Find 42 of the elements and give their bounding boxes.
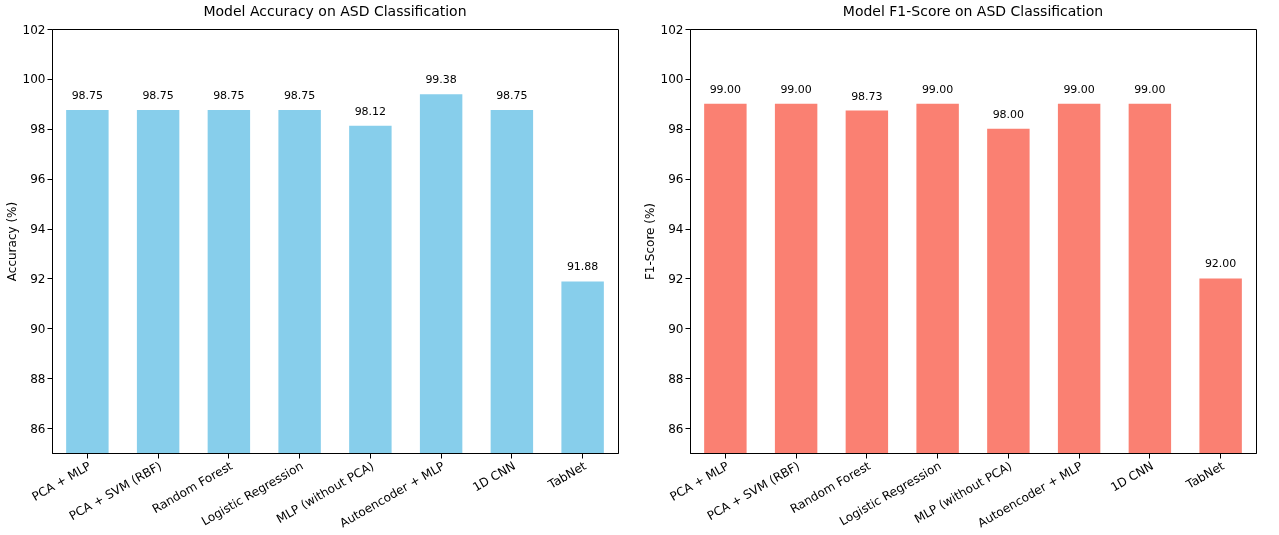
data-label: 98.75 <box>71 89 104 103</box>
y-tick-label: 96 <box>668 172 684 187</box>
data-label: 91.88 <box>566 260 599 274</box>
y-axis-title: F1-Score (%) <box>642 202 657 281</box>
x-tick-label: PCA + MLP <box>29 458 94 504</box>
data-label: 99.00 <box>1134 82 1166 96</box>
data-label: 98.73 <box>851 89 883 103</box>
chart-title: Model F1-Score on ASD Classification <box>842 3 1104 19</box>
x-tick-label: PCA + MLP <box>667 458 732 504</box>
data-label: 99.00 <box>921 82 954 96</box>
data-label: 99.00 <box>1063 82 1095 96</box>
y-tick-label: 88 <box>668 371 684 386</box>
y-tick-label: 100 <box>660 72 684 87</box>
y-tick-label: 98 <box>30 122 46 137</box>
chart-title: Model Accuracy on ASD Classification <box>203 3 467 19</box>
data-label: 99.00 <box>780 82 812 96</box>
data-label: 98.00 <box>992 107 1025 121</box>
y-tick-label: 88 <box>30 371 46 386</box>
data-label: 99.38 <box>425 73 457 87</box>
y-tick-label: 90 <box>30 321 46 336</box>
x-tick-label: 1D CNN <box>470 458 518 495</box>
data-label: 98.75 <box>283 89 316 103</box>
y-tick-label: 94 <box>668 222 684 237</box>
y-tick-label: 98 <box>668 122 684 137</box>
data-label: 98.75 <box>213 89 245 103</box>
y-axis-title: Accuracy (%) <box>4 201 19 282</box>
y-tick-label: 92 <box>668 271 684 286</box>
y-tick-label: 86 <box>30 421 46 436</box>
data-label: 92.00 <box>1204 257 1237 271</box>
y-tick-label: 90 <box>668 321 684 336</box>
y-tick-label: 94 <box>30 222 46 237</box>
data-label: 98.75 <box>142 89 174 103</box>
y-tick-label: 96 <box>30 172 46 187</box>
y-tick-label: 92 <box>30 271 46 286</box>
data-label: 99.00 <box>709 82 742 96</box>
y-tick-label: 102 <box>22 22 46 37</box>
data-label: 98.75 <box>496 89 528 103</box>
y-tick-label: 100 <box>22 72 46 87</box>
x-tick-label: 1D CNN <box>1108 458 1156 495</box>
y-tick-label: 86 <box>668 421 684 436</box>
data-label: 98.12 <box>354 104 387 118</box>
y-tick-label: 102 <box>660 22 684 37</box>
